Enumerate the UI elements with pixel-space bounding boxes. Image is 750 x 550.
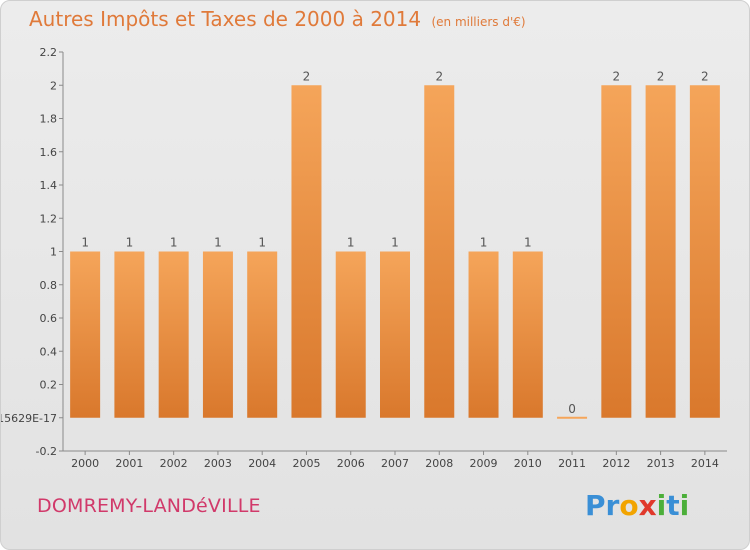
logo-letter: P [585, 489, 606, 522]
bar [557, 416, 588, 419]
bar-value-label: 2 [613, 69, 621, 83]
commune-name: DOMREMY-LANDéVILLE [37, 495, 261, 517]
bar [291, 85, 322, 418]
x-tick-label: 2014 [691, 457, 719, 470]
bar-value-label: 2 [657, 69, 665, 83]
x-tick-label: 2012 [602, 457, 630, 470]
chart-bars [70, 85, 720, 419]
bar-value-label: 0 [568, 402, 576, 416]
bar [512, 251, 543, 418]
x-tick-label: 2005 [292, 457, 320, 470]
y-tick-label: 2 [50, 79, 57, 92]
y-tick-label: 0.8 [40, 279, 58, 292]
bar [689, 85, 720, 418]
x-tick-label: 2013 [647, 457, 675, 470]
x-tick-label: 2004 [248, 457, 276, 470]
y-tick-label: 1.8 [40, 113, 58, 126]
y-tick-label: 1 [50, 246, 57, 259]
bar-value-label: 1 [391, 236, 399, 250]
bar-value-label: 1 [347, 236, 355, 250]
logo-letter: r [605, 489, 620, 522]
y-tick-label: 0.4 [40, 345, 58, 358]
bar-value-label: 1 [524, 236, 532, 250]
logo-letter: t [666, 489, 680, 522]
chart-data-labels: 1 1 1 1 1 2 1 1 2 1 1 0 2 2 2 [81, 69, 708, 416]
x-tick-label: 2003 [204, 457, 232, 470]
x-tick-label: 2011 [558, 457, 586, 470]
logo-letter: x [638, 489, 657, 522]
logo-letter: o [619, 489, 639, 522]
x-tick-label: 2007 [381, 457, 409, 470]
y-tick-label: 1.2 [40, 212, 58, 225]
x-tick-label: 2001 [115, 457, 143, 470]
bar [202, 251, 233, 418]
bar [158, 251, 189, 418]
x-tick-label: 2010 [514, 457, 542, 470]
bar-value-label: 1 [126, 236, 134, 250]
bar [70, 251, 101, 418]
bar-value-label: 2 [303, 69, 311, 83]
bar-value-label: 1 [170, 236, 178, 250]
x-tick-label: 2000 [71, 457, 99, 470]
chart-axes: -0.2 15629E-17 0.2 0.4 0.6 0.8 1 1.2 1.4 1.6 1.8 2 2… [1, 46, 727, 470]
x-tick-label: 2002 [160, 457, 188, 470]
bar [335, 251, 366, 418]
y-tick-label: 15629E-17 [1, 412, 57, 425]
y-tick-label: 0.2 [40, 379, 58, 392]
bar [601, 85, 632, 418]
chart-subtitle: (en milliers d'€) [431, 15, 526, 29]
bar [380, 251, 410, 418]
bar-value-label: 1 [258, 236, 266, 250]
bar-value-label: 1 [480, 236, 488, 250]
y-tick-label: 1.4 [40, 179, 58, 192]
bar [247, 251, 278, 418]
bar-value-label: 2 [701, 69, 709, 83]
x-tick-label: 2009 [470, 457, 498, 470]
chart-title: Autres Impôts et Taxes de 2000 à 2014 (e… [29, 7, 526, 31]
y-tick-label: 0.6 [40, 312, 58, 325]
x-tick-label: 2006 [337, 457, 365, 470]
y-tick-label: 2.2 [40, 46, 58, 59]
bar-value-label: 1 [81, 236, 89, 250]
y-tick-label: 1.6 [40, 146, 58, 159]
chart-title-text: Autres Impôts et Taxes de 2000 à 2014 [29, 7, 422, 31]
y-tick-label: -0.2 [36, 445, 57, 458]
bar [114, 251, 145, 418]
bar [468, 251, 499, 418]
logo-letter: i [679, 489, 690, 522]
bar [645, 85, 676, 418]
proxiti-logo: Proxiti [585, 489, 689, 522]
logo-letter: i [656, 489, 667, 522]
x-tick-label: 2008 [425, 457, 453, 470]
bar [424, 85, 455, 418]
bar-value-label: 1 [214, 236, 222, 250]
bar-value-label: 2 [435, 69, 443, 83]
